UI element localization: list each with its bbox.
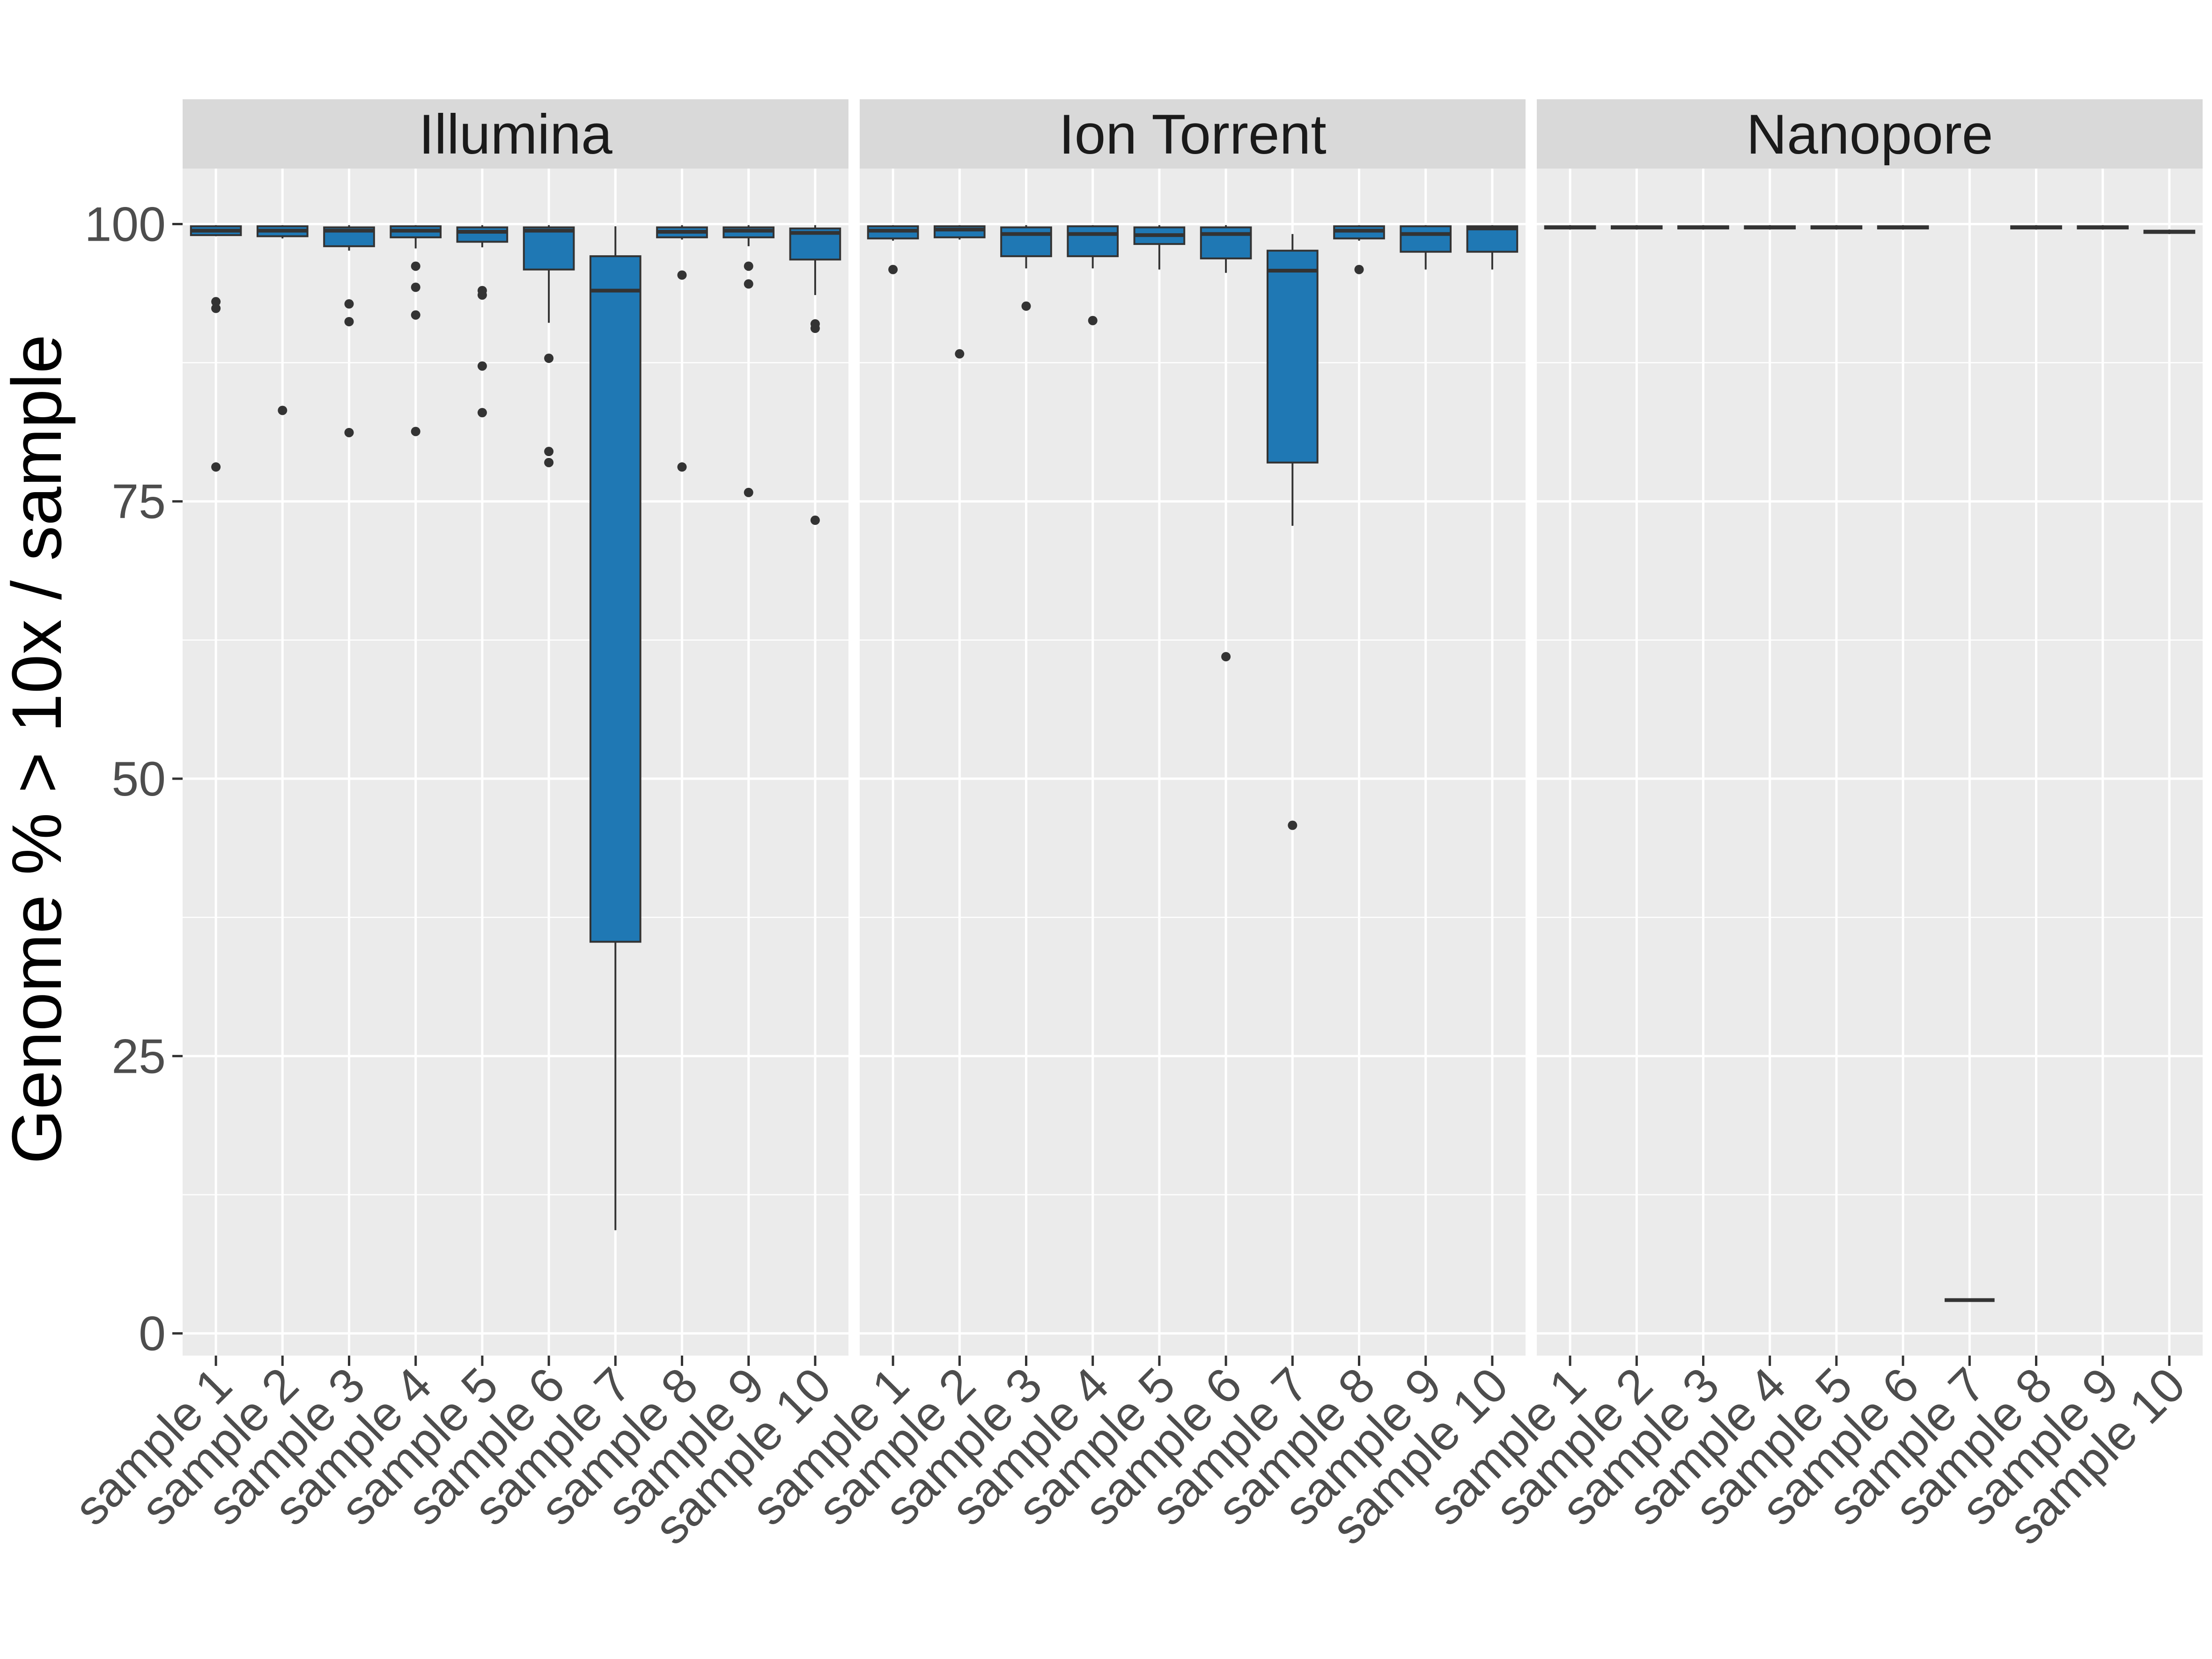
box-sample-8 xyxy=(2010,225,2062,230)
box-body xyxy=(1466,225,1519,253)
box-sample-1 xyxy=(1544,225,1596,230)
box-sample-4 xyxy=(390,225,442,436)
box-sample-10 xyxy=(1466,225,1519,270)
strip-background xyxy=(1537,99,2203,169)
box-sample-9 xyxy=(1400,225,1452,270)
box-sample-2 xyxy=(1610,225,1663,230)
box-sample-3 xyxy=(1000,225,1052,311)
outlier-point xyxy=(677,270,687,280)
strip-label: Ion Torrent xyxy=(1059,103,1326,166)
strip-label: Nanopore xyxy=(1746,103,1993,166)
outlier-point xyxy=(411,310,420,320)
outlier-point xyxy=(344,299,354,309)
panel-background xyxy=(183,169,848,1356)
outlier-point xyxy=(888,265,898,274)
outlier-point xyxy=(1088,316,1098,325)
outlier-point xyxy=(1221,652,1231,662)
box-body xyxy=(1400,225,1452,253)
outlier-point xyxy=(477,290,487,300)
box-body xyxy=(1067,225,1119,258)
box-sample-6 xyxy=(1200,225,1252,662)
outlier-point xyxy=(544,354,554,363)
box-body xyxy=(523,226,575,271)
box-sample-4 xyxy=(1744,225,1796,230)
strip-label: Illumina xyxy=(419,103,612,166)
outlier-point xyxy=(744,261,753,271)
y-tick-label: 0 xyxy=(139,1307,166,1361)
y-axis: 0 25 50 75 100 xyxy=(84,197,183,1361)
box-sample-6 xyxy=(1877,225,1929,230)
box-body xyxy=(589,255,641,943)
box-sample-7 xyxy=(589,226,641,1231)
box-sample-10 xyxy=(2143,229,2196,234)
box-body xyxy=(1200,226,1252,259)
outlier-point xyxy=(211,303,221,313)
outlier-point xyxy=(477,408,487,418)
outlier-point xyxy=(810,324,820,333)
y-axis-title: Genome % > 10x / sample xyxy=(0,334,76,1164)
box-sample-6 xyxy=(523,225,575,467)
outlier-point xyxy=(411,261,420,271)
outlier-point xyxy=(544,457,554,467)
box-sample-1 xyxy=(190,225,242,472)
outlier-point xyxy=(1354,265,1364,274)
y-tick-label: 25 xyxy=(111,1029,166,1084)
box-body xyxy=(1000,226,1052,258)
box-sample-3 xyxy=(1677,225,1729,230)
box-sample-2 xyxy=(933,225,986,359)
outlier-point xyxy=(544,447,554,457)
outlier-point xyxy=(477,361,487,371)
outlier-point xyxy=(278,406,288,415)
box-sample-8 xyxy=(1333,225,1385,274)
box-body xyxy=(1266,250,1319,464)
outlier-point xyxy=(955,349,965,359)
box-sample-1 xyxy=(867,225,919,274)
outlier-point xyxy=(211,297,221,307)
outlier-point xyxy=(810,516,820,525)
outlier-point xyxy=(1021,301,1031,311)
box-body xyxy=(456,226,509,243)
box-sample-8 xyxy=(656,225,708,472)
box-sample-5 xyxy=(1133,225,1186,270)
outlier-point xyxy=(411,427,420,436)
strip-background xyxy=(183,99,848,169)
outlier-point xyxy=(1288,820,1298,830)
strip-background xyxy=(860,99,1526,169)
box-sample-7 xyxy=(1944,1298,1995,1302)
box-sample-2 xyxy=(256,225,309,415)
outlier-point xyxy=(344,428,354,437)
outlier-point xyxy=(344,317,354,326)
box-sample-7 xyxy=(1266,234,1319,830)
outlier-point xyxy=(677,462,687,472)
outlier-point xyxy=(744,279,753,289)
y-tick-label: 75 xyxy=(111,475,166,529)
outlier-point xyxy=(411,282,420,292)
outlier-point xyxy=(744,487,753,497)
box-sample-4 xyxy=(1067,225,1119,325)
box-sample-9 xyxy=(723,225,775,497)
box-sample-10 xyxy=(789,225,841,525)
y-tick-label: 50 xyxy=(111,752,166,806)
panel-background xyxy=(1537,169,2203,1356)
panel-background xyxy=(860,169,1526,1356)
box-sample-9 xyxy=(2077,225,2129,230)
box-sample-5 xyxy=(456,225,509,418)
y-tick-label: 100 xyxy=(84,197,166,251)
outlier-point xyxy=(211,462,221,472)
box-sample-3 xyxy=(323,225,375,437)
box-sample-5 xyxy=(1810,225,1863,230)
